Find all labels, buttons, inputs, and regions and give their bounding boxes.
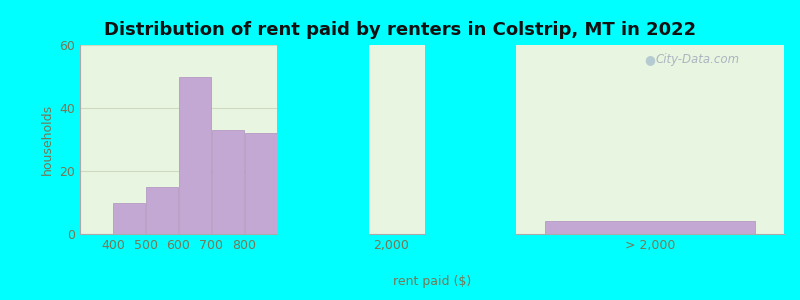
Bar xyxy=(146,187,178,234)
Bar xyxy=(546,221,755,234)
Text: Distribution of rent paid by renters in Colstrip, MT in 2022: Distribution of rent paid by renters in … xyxy=(104,21,696,39)
Text: ●: ● xyxy=(644,53,655,67)
Text: rent paid ($): rent paid ($) xyxy=(393,275,471,288)
Text: City-Data.com: City-Data.com xyxy=(656,53,740,67)
Bar xyxy=(212,130,244,234)
Bar xyxy=(179,76,211,234)
Bar xyxy=(245,133,277,234)
Bar xyxy=(113,202,146,234)
Y-axis label: households: households xyxy=(41,104,54,175)
